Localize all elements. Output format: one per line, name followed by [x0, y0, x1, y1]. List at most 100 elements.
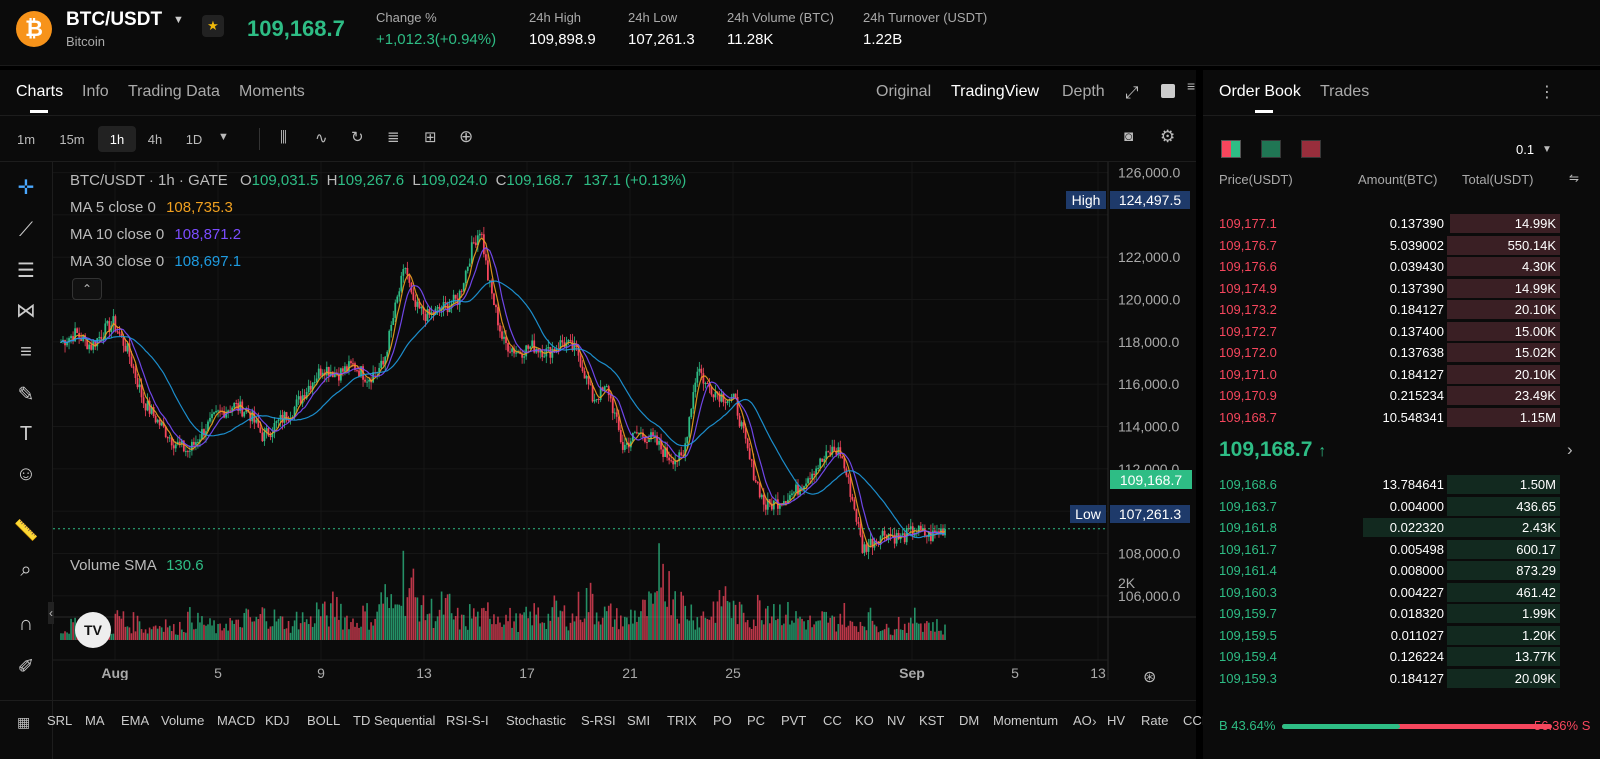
indicators-icon[interactable]: ∿: [315, 130, 328, 147]
indicator-cci[interactable]: CCI: [1183, 713, 1206, 728]
indicator-stochastic[interactable]: Stochastic: [506, 713, 566, 728]
indicator-ma[interactable]: MA: [85, 713, 105, 728]
tab-moments[interactable]: Moments: [239, 83, 305, 100]
indicator-volume[interactable]: Volume: [161, 713, 205, 728]
indicator-macd[interactable]: MACD: [217, 713, 256, 728]
order-row[interactable]: 109,161.4 0.008000 873.29: [1203, 560, 1600, 581]
chevron-down-icon[interactable]: ▼: [1542, 144, 1552, 155]
ruler-icon[interactable]: 📏: [13, 519, 39, 542]
tab-trades[interactable]: Trades: [1320, 83, 1370, 100]
tab-charts[interactable]: Charts: [16, 83, 64, 100]
indicator-ko[interactable]: KO: [855, 713, 874, 728]
crosshair-icon[interactable]: ✛: [17, 176, 35, 199]
order-row[interactable]: 109,163.7 0.004000 436.65: [1203, 496, 1600, 517]
price-chart[interactable]: 126,000.0 122,000.0 120,000.0 118,000.0 116,…: [53, 162, 1196, 680]
order-row[interactable]: 109,172.0 0.137638 15.02K: [1203, 342, 1600, 363]
order-row[interactable]: 109,174.9 0.137390 14.99K: [1203, 278, 1600, 299]
order-row[interactable]: 109,176.7 5.039002 550.14K: [1203, 235, 1600, 256]
indicator-pvt[interactable]: PVT: [781, 713, 807, 728]
layout-icon[interactable]: [1161, 84, 1175, 98]
indicator-trix[interactable]: TRIX: [667, 713, 697, 728]
more-options-icon[interactable]: ⋮: [1539, 84, 1555, 101]
timeframe-15m[interactable]: 15m: [59, 131, 85, 147]
timeframe-dropdown-icon[interactable]: ▼: [218, 131, 229, 143]
candle-type-icon[interactable]: ⫼: [280, 129, 287, 146]
order-row[interactable]: 109,171.0 0.184127 20.10K: [1203, 364, 1600, 385]
indicator-rate[interactable]: Rate: [1141, 713, 1169, 728]
view-bids-icon[interactable]: [1261, 140, 1281, 158]
trend-line-icon[interactable]: ⟋: [19, 218, 33, 241]
collapse-toolbar-icon[interactable]: ‹: [48, 602, 54, 624]
order-row[interactable]: 109,177.1 0.137390 14.99K: [1203, 213, 1600, 234]
time-settings-icon[interactable]: ⊛: [1143, 669, 1157, 686]
timeframe-1m[interactable]: 1m: [16, 131, 36, 147]
emoji-icon[interactable]: ☺: [15, 462, 37, 485]
order-row[interactable]: 109,170.9 0.215234 23.49K: [1203, 385, 1600, 406]
indicator-pc[interactable]: PC: [747, 713, 766, 728]
templates-icon[interactable]: ≣: [387, 129, 400, 146]
add-icon[interactable]: ⊕: [459, 127, 474, 146]
order-row[interactable]: 109,168.6 13.784641 1.50M: [1203, 474, 1600, 495]
order-row[interactable]: 109,161.8 0.022320 2.43K: [1203, 517, 1600, 538]
view-depth[interactable]: Depth: [1062, 83, 1105, 100]
timeframe-1h[interactable]: 1h: [98, 126, 136, 152]
indicator-cc[interactable]: CC: [823, 713, 842, 728]
precision-select[interactable]: 0.1: [1516, 142, 1535, 157]
order-row[interactable]: 109,159.7 0.018320 1.99K: [1203, 603, 1600, 624]
chevron-down-icon[interactable]: ▼: [173, 14, 184, 26]
indicator-smi[interactable]: SMI: [627, 713, 651, 728]
indicator-nv[interactable]: NV: [887, 713, 906, 728]
order-row[interactable]: 109,160.3 0.004227 461.42: [1203, 582, 1600, 603]
order-row[interactable]: 109,159.4 0.126224 13.77K: [1203, 646, 1600, 667]
settings-gear-icon[interactable]: ⚙: [1160, 127, 1176, 146]
view-original[interactable]: Original: [876, 83, 932, 100]
view-asks-icon[interactable]: [1301, 140, 1321, 158]
view-tradingview[interactable]: TradingView: [951, 83, 1040, 100]
tab-trading-data[interactable]: Trading Data: [128, 83, 220, 100]
indicator-kdj[interactable]: KDJ: [265, 713, 290, 728]
lock-drawing-icon[interactable]: ✐: [17, 655, 35, 678]
order-row[interactable]: 109,161.7 0.005498 600.17: [1203, 539, 1600, 560]
indicator-hv[interactable]: HV: [1107, 713, 1126, 728]
zoom-icon[interactable]: ⌕: [20, 558, 32, 581]
timeframe-1d[interactable]: 1D: [185, 131, 203, 147]
horizontal-lines-icon[interactable]: ☰: [17, 259, 35, 282]
order-row[interactable]: 109,159.5 0.011027 1.20K: [1203, 625, 1600, 646]
tab-order-book[interactable]: Order Book: [1219, 83, 1301, 100]
indicator-momentum[interactable]: Momentum: [993, 713, 1059, 728]
indicator-kst[interactable]: KST: [919, 713, 945, 728]
indicator-ao[interactable]: AO: [1073, 713, 1092, 728]
brush-icon[interactable]: ✎: [17, 383, 35, 406]
collapse-legend-icon[interactable]: ⌃: [72, 278, 102, 300]
order-row[interactable]: 109,176.6 0.039430 4.30K: [1203, 256, 1600, 277]
pattern-icon[interactable]: ⋈: [16, 299, 36, 322]
indicator-ema[interactable]: EMA: [121, 713, 150, 728]
replay-icon[interactable]: ↻: [351, 129, 364, 146]
order-row[interactable]: 109,159.3 0.184127 20.09K: [1203, 668, 1600, 689]
order-row[interactable]: 109,172.7 0.137400 15.00K: [1203, 321, 1600, 342]
chevron-right-icon[interactable]: ›: [1092, 713, 1097, 729]
order-row[interactable]: 109,173.2 0.184127 20.10K: [1203, 299, 1600, 320]
camera-icon[interactable]: ◙: [1124, 128, 1134, 145]
text-tool-icon[interactable]: T: [19, 422, 33, 445]
tradingview-logo-icon[interactable]: TV: [75, 612, 111, 648]
indicator-dm[interactable]: DM: [959, 713, 980, 728]
tab-info[interactable]: Info: [82, 83, 109, 100]
indicator-srl[interactable]: SRL: [47, 713, 73, 728]
indicator-td-sequential[interactable]: TD Sequential: [353, 713, 436, 728]
timeframe-4h[interactable]: 4h: [147, 131, 163, 147]
view-both-icon[interactable]: [1221, 140, 1241, 158]
magnet-icon[interactable]: ∩: [18, 612, 34, 635]
indicator-s-rsi[interactable]: S-RSI: [581, 713, 616, 728]
pair-selector[interactable]: BTC/USDT: [66, 9, 163, 30]
layout-grid-icon[interactable]: ⊞: [424, 129, 437, 146]
calendar-icon[interactable]: ▦: [17, 714, 31, 730]
order-row[interactable]: 109,168.7 10.548341 1.15M: [1203, 407, 1600, 428]
favorite-star-icon[interactable]: ★: [202, 15, 224, 37]
expand-icon[interactable]: ⤢: [1125, 83, 1139, 102]
menu-icon[interactable]: ≡: [1187, 78, 1196, 94]
fib-icon[interactable]: ≡: [20, 340, 32, 363]
indicator-rsi-s-i[interactable]: RSI-S-I: [446, 713, 489, 728]
indicator-boll[interactable]: BOLL: [307, 713, 341, 728]
toggle-total-icon[interactable]: ⇋: [1569, 171, 1580, 185]
